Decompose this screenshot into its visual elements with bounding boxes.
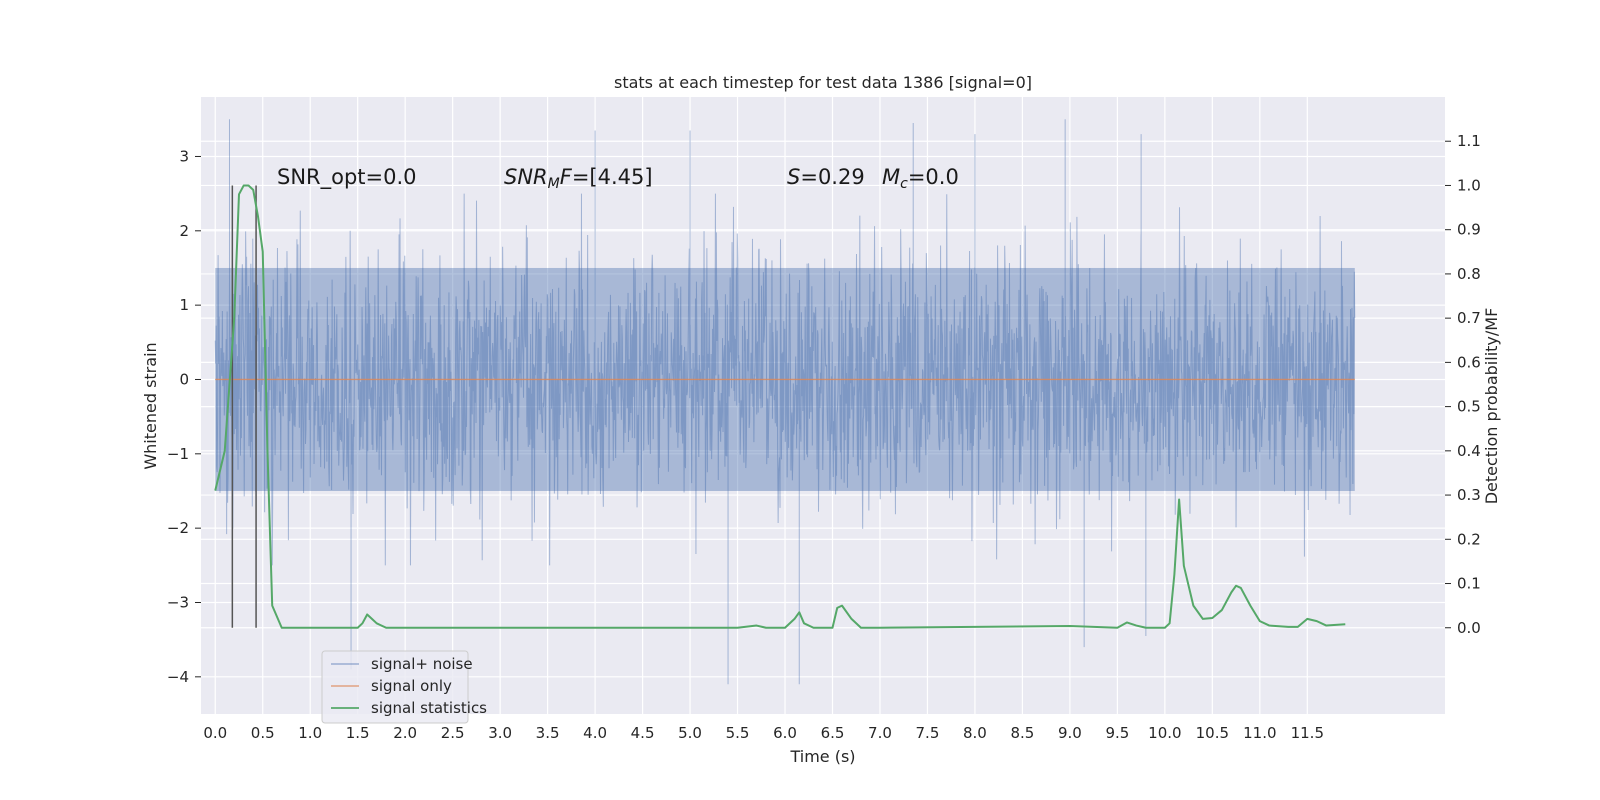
y-tick-label: 3 (179, 147, 189, 165)
x-tick-label: 0.5 (251, 724, 275, 742)
x-tick-label: 11.0 (1243, 724, 1276, 742)
y-axis-label: Whitened strain (141, 342, 160, 469)
x-tick-label: 7.5 (916, 724, 940, 742)
x-tick-label: 5.5 (726, 724, 750, 742)
x-tick-label: 1.0 (298, 724, 322, 742)
annotation-s-prefix: S (787, 165, 800, 189)
annotation-mc-sub: c (900, 176, 908, 192)
x-tick-label: 6.5 (821, 724, 845, 742)
y-tick-label: 2 (179, 222, 189, 240)
y-right-axis-label: Detection probability/MF (1482, 308, 1501, 505)
x-tick-label: 8.5 (1010, 724, 1034, 742)
y-right-tick-label: 1.1 (1457, 132, 1481, 150)
x-tick-label: 4.5 (631, 724, 655, 742)
annotation-s: S=0.29 (787, 165, 865, 189)
x-tick-label: 10.5 (1196, 724, 1229, 742)
y-right-tick-label: 1.0 (1457, 176, 1481, 194)
y-right-tick-label: 0.7 (1457, 309, 1481, 327)
legend-label-noise: signal+ noise (371, 655, 473, 673)
annotation-snr-mf-prefix: SNR (504, 165, 548, 189)
noise-line (214, 119, 1356, 685)
y-tick-label: −4 (167, 668, 189, 686)
annotation-mc: Mc=0.0 (882, 165, 959, 192)
legend: signal+ noise signal only signal statist… (321, 650, 487, 724)
x-tick-label: 3.0 (488, 724, 512, 742)
annotation-mc-value: =0.0 (908, 165, 959, 189)
y-right-tick-label: 0.8 (1457, 265, 1481, 283)
x-tick-label: 7.0 (868, 724, 892, 742)
annotation-snr-mf-value: [4.45] (589, 165, 652, 189)
annotation-mc-prefix: M (882, 165, 900, 189)
legend-label-signal: signal only (371, 677, 452, 695)
y-tick-label: −2 (167, 519, 189, 537)
x-tick-label: 9.5 (1105, 724, 1129, 742)
x-tick-label: 10.0 (1148, 724, 1181, 742)
y-tick-label: 0 (179, 370, 189, 388)
x-tick-label: 2.5 (441, 724, 465, 742)
legend-label-stats: signal statistics (371, 699, 487, 717)
x-axis-label: Time (s) (789, 747, 855, 766)
y-right-tick-label: 0.0 (1457, 619, 1481, 637)
x-tick-labels: 0.0 0.5 1.0 1.5 2.0 2.5 3.0 3.5 4.0 4.5 5.0 5.5 6.0 6… (203, 724, 1324, 742)
y-right-tick-label: 0.5 (1457, 398, 1481, 416)
grid-layer (201, 97, 1445, 714)
y-right-tick-labels: 0.0 0.1 0.2 0.3 0.4 0.5 0.6 0.7 0.8 0.9 1.0 1.1 (1445, 132, 1481, 637)
y-right-tick-label: 0.6 (1457, 353, 1481, 371)
y-right-tick-label: 0.4 (1457, 442, 1481, 460)
legend-box (321, 650, 469, 724)
annotation-snr-opt-prefix: SNR_opt= (277, 165, 383, 190)
y-right-tick-label: 0.3 (1457, 486, 1481, 504)
annotation-s-value: =0.29 (800, 165, 864, 189)
chart-title: stats at each timestep for test data 138… (614, 73, 1032, 92)
annotation-snr-mf-suffix: F= (560, 165, 590, 189)
y-right-tick-label: 0.9 (1457, 221, 1481, 239)
y-right-tick-label: 0.2 (1457, 530, 1481, 548)
x-tick-label: 8.0 (963, 724, 987, 742)
stats-line (214, 184, 1346, 629)
y-right-tick-label: 0.1 (1457, 575, 1481, 593)
annotation-snr-opt-value: 0.0 (383, 165, 416, 189)
y-tick-labels: −4 −3 −2 −1 0 1 2 3 (167, 147, 201, 686)
y-tick-label: 1 (179, 296, 189, 314)
plot-background (201, 97, 1445, 714)
x-tick-label: 6.0 (773, 724, 797, 742)
x-tick-label: 4.0 (583, 724, 607, 742)
x-tick-label: 5.0 (678, 724, 702, 742)
x-tick-label: 9.0 (1058, 724, 1082, 742)
x-tick-label: 2.0 (393, 724, 417, 742)
annotation-snr-mf: SNRMF=[4.45] (504, 165, 653, 192)
x-tick-label: 3.5 (536, 724, 560, 742)
x-tick-label: 11.5 (1291, 724, 1324, 742)
y-tick-label: −1 (167, 445, 189, 463)
y-tick-label: −3 (167, 593, 189, 611)
x-tick-label: 0.0 (203, 724, 227, 742)
annotation-snr-opt: SNR_opt=0.0 (277, 165, 417, 190)
vertical-markers (231, 185, 257, 628)
stats-series (214, 184, 1346, 629)
annotation-snr-mf-sub: M (548, 176, 560, 192)
x-tick-label: 1.5 (346, 724, 370, 742)
